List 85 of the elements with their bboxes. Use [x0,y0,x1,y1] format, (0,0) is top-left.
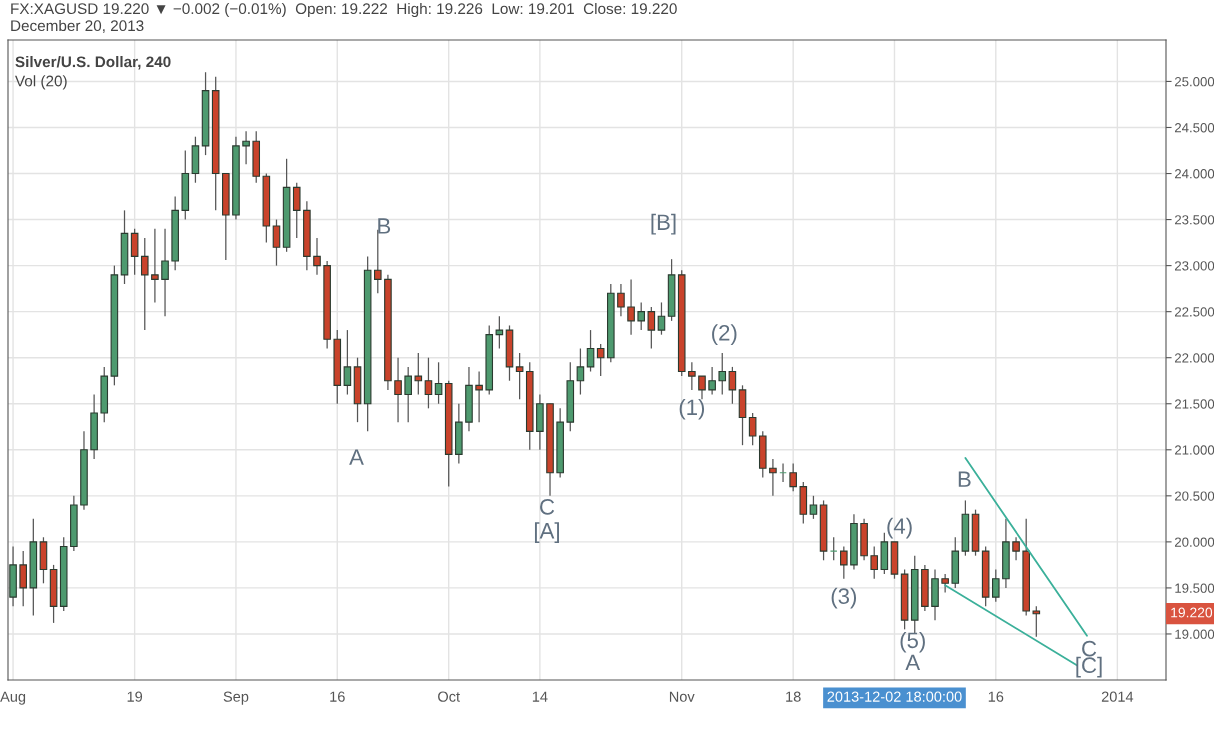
candlestick [748,412,757,446]
candlestick [515,352,524,400]
candlestick [596,343,605,377]
candlestick [272,218,281,267]
candlestick [292,182,301,239]
y-tick-label: 22.000 [1175,353,1214,363]
annotation: [B] [651,213,676,235]
y-tick-label: 21.500 [1175,399,1214,409]
x-tick-label: 2013-12-02 18:00:00 [827,691,962,702]
candlestick [769,458,777,497]
x-tick-label: Sep [223,691,249,705]
candlestick [789,462,797,492]
candlestick [617,283,625,317]
candlestick [475,370,483,423]
y-tick-label: 19.500 [1175,583,1214,593]
y-tick-label: 22.500 [1175,307,1214,317]
y-tick-label: 21.000 [1175,445,1214,455]
candlestick [140,237,149,331]
annotation: C [1082,640,1097,657]
candlestick [1032,605,1041,638]
annotation: (1) [679,398,705,420]
x-tick-label: Aug [0,691,26,705]
y-tick-label: 24.000 [1175,169,1214,179]
annotation: (3) [831,587,857,609]
y-tick-label: 23.000 [1175,261,1214,271]
candlestick [728,366,737,405]
candlestick [586,329,595,373]
annotation: [A] [534,522,559,544]
candlestick [809,495,818,520]
x-tick-label: 14 [532,691,548,702]
x-tick-label: 19 [127,691,143,702]
candlestick [698,375,706,400]
candlestick [627,278,635,336]
candlestick [829,536,838,561]
chart-title: FX:XAGUSD 19.220 ▼ −0.002 (−0.01%) Open: 19.222 High: 19.226 Low: 19.201 Close: 19.220 [11,2,677,18]
annotation: A [905,654,921,671]
x-tick-label: Nov [669,691,695,702]
candlestick [343,329,352,396]
candlestick [941,573,949,594]
candlestick [424,357,433,409]
x-tick-label: 2014 [1101,691,1134,702]
annotation: C [540,498,555,515]
candlestick [434,361,443,405]
candlestick [151,228,159,304]
annotation: (4) [887,517,912,539]
annotation: B [958,471,971,487]
y-tick-label: 23.500 [1175,215,1214,225]
text: 19.220 [1171,607,1213,618]
candlestick [404,366,412,423]
x-tick-label: 16 [988,691,1004,702]
chart-subtitle: December 20, 2013 [11,19,144,33]
candlestick [688,361,696,391]
candlestick [718,352,727,396]
candlestick [394,357,402,423]
candlestick [19,550,27,607]
candlestick [647,306,656,350]
y-tick-label: 20.000 [1175,537,1214,547]
candlestick [414,352,423,396]
annotation: Silver/U.S. Dollar, 240 [15,56,171,70]
annotation: Vol (20) [15,75,67,90]
annotation: (5) [900,631,925,653]
candlestick [1012,536,1020,561]
candlestick [708,366,716,396]
x-tick-label: Oct [438,691,460,702]
candlestick [637,301,645,331]
annotation: (2) [712,324,737,346]
y-tick-label: 24.500 [1175,123,1214,133]
y-tick-label: 25.000 [1175,77,1214,87]
candlestick [313,237,321,276]
y-tick-label: 20.500 [1175,491,1214,501]
candlestick [242,130,250,165]
x-tick-label: 16 [330,691,345,702]
annotation: B [378,218,391,234]
annotation: [C] [1076,656,1102,678]
candlestick [576,347,585,396]
y-tick-label: 19.000 [1175,629,1214,639]
candlestick [130,228,139,276]
candlestick [870,545,879,580]
x-tick-label: 18 [786,691,801,702]
candlestick [840,545,848,580]
annotation: A [349,449,364,465]
candlestick [991,568,1000,603]
candlestick [657,301,666,336]
candlestick [161,228,169,317]
candlestick [495,315,504,350]
